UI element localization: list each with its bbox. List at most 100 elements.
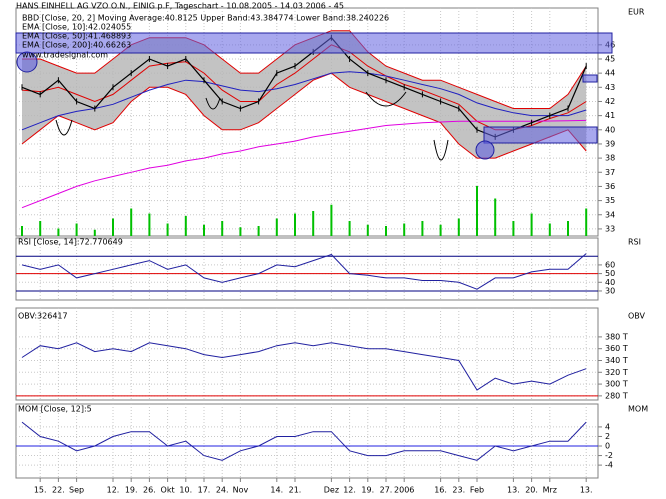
volume-bar <box>585 208 588 236</box>
x-tick-label: Dez <box>324 486 339 495</box>
volume-bar <box>112 218 114 236</box>
volume-bar <box>184 216 187 236</box>
x-tick-label: 19. <box>361 486 374 495</box>
legend-entry: EMA [Close, 50]:41.468893 <box>22 32 131 41</box>
panel-frame <box>15 7 599 237</box>
x-tick-label: 2006 <box>394 486 414 495</box>
band-fill <box>22 30 587 159</box>
x-tick-label: 19. <box>125 486 138 495</box>
y-tick-label: 320 T <box>605 368 628 377</box>
y-tick-label: 280 T <box>605 391 628 400</box>
y-axis-label: EUR <box>628 8 645 17</box>
x-tick-label: Okt <box>161 486 175 495</box>
y-tick-label: 38 <box>605 154 615 163</box>
volume-bar <box>457 218 460 236</box>
text-layer: HANS EINHELL AG VZO O.N., EINIG p.F, Tag… <box>16 2 648 414</box>
y-axis-label: MOM <box>628 405 648 414</box>
volume-bar <box>275 218 278 236</box>
volume-bar <box>203 224 205 236</box>
volume-bar <box>439 224 442 236</box>
volume-bar <box>257 226 260 236</box>
source: www.tradesignal.com <box>22 51 108 60</box>
x-tick-label: Nov <box>233 486 249 495</box>
volume-bar <box>403 223 406 236</box>
y-tick-label: 44 <box>605 69 615 78</box>
x-tick-label: 17. <box>198 486 211 495</box>
y-tick-label: 36 <box>605 182 615 191</box>
panel-title: OBV:326417 <box>18 312 68 321</box>
volume-bar <box>57 228 60 236</box>
y-tick-label: 0 <box>605 442 610 451</box>
volume-bar <box>530 213 533 236</box>
y-tick-label: 42 <box>605 97 615 106</box>
legend-entry: EMA [Close, 200]:40.66263 <box>22 41 131 50</box>
panel-frame <box>15 403 599 479</box>
volume-bar <box>294 213 296 236</box>
panel-frame <box>15 237 599 301</box>
volume-bar <box>221 221 224 236</box>
volume-bar <box>421 221 424 236</box>
panel-frame <box>15 307 599 401</box>
legend-entry: EMA [Close, 10]:42.024055 <box>22 23 131 32</box>
panel-title: MOM [Close, 12]:5 <box>18 405 92 414</box>
y-tick-label: 33 <box>605 224 615 233</box>
volume-bar <box>348 221 351 236</box>
resistance-zone <box>15 32 613 54</box>
x-tick-label: 13. <box>580 486 593 495</box>
highlight-circle <box>475 140 495 160</box>
x-tick-label: 14. <box>270 486 283 495</box>
x-tick-label: Mrz <box>543 486 557 495</box>
highlight-circle <box>16 51 38 73</box>
support-zone <box>483 126 598 144</box>
series-line <box>21 421 587 461</box>
volume-bar <box>330 204 333 236</box>
y-tick-label: 60 <box>605 260 615 269</box>
x-tick-label: 21. <box>289 486 302 495</box>
volume-bar <box>166 223 169 236</box>
x-tick-label: 12. <box>107 486 120 495</box>
x-tick-label: 16. <box>434 486 447 495</box>
x-tick-label: 15. <box>34 486 47 495</box>
volume-bar <box>148 213 151 236</box>
y-tick-label: 30 <box>605 286 615 295</box>
series-line <box>21 342 587 391</box>
y-axis-label: OBV <box>628 312 646 321</box>
chart-title: HANS EINHELL AG VZO O.N., EINIG p.F, Tag… <box>16 2 344 11</box>
series-line <box>21 253 587 290</box>
zone-marker <box>582 74 598 83</box>
volume-bar <box>548 223 551 236</box>
y-tick-label: 41 <box>605 111 615 120</box>
x-tick-label: 12. <box>343 486 356 495</box>
volume-bar <box>93 229 96 236</box>
volume-bar <box>366 224 369 236</box>
x-tick-label: 27. <box>380 486 393 495</box>
x-tick-label: 22. <box>52 486 65 495</box>
y-tick-label: 40 <box>605 278 615 287</box>
volume-bar <box>476 186 478 236</box>
y-tick-label: 50 <box>605 269 615 278</box>
y-tick-label: 4 <box>605 422 610 431</box>
y-tick-label: 34 <box>605 210 615 219</box>
legend-entry: BBD [Close, 20, 2] Moving Average:40.812… <box>22 14 389 23</box>
series-line <box>21 119 587 209</box>
volume-bar <box>39 221 42 236</box>
volume-bar <box>21 226 23 236</box>
y-axis-label: RSI <box>628 238 641 247</box>
x-tick-label: 23. <box>452 486 465 495</box>
x-tick-label: 24. <box>216 486 229 495</box>
y-tick-label: 37 <box>605 168 615 177</box>
volume-bar <box>567 221 569 236</box>
volume-bar <box>239 227 242 236</box>
y-tick-label: -4 <box>605 461 613 470</box>
y-tick-label: 360 T <box>605 344 628 353</box>
y-tick-label: 40 <box>605 125 615 134</box>
pattern-arc <box>433 139 449 161</box>
volume-bar <box>312 211 315 236</box>
y-tick-label: 43 <box>605 83 615 92</box>
y-tick-label: 2 <box>605 432 610 441</box>
x-tick-label: 26. <box>143 486 156 495</box>
y-tick-label: -2 <box>605 451 613 460</box>
pattern-arc <box>205 97 221 110</box>
lower-band <box>21 72 587 159</box>
